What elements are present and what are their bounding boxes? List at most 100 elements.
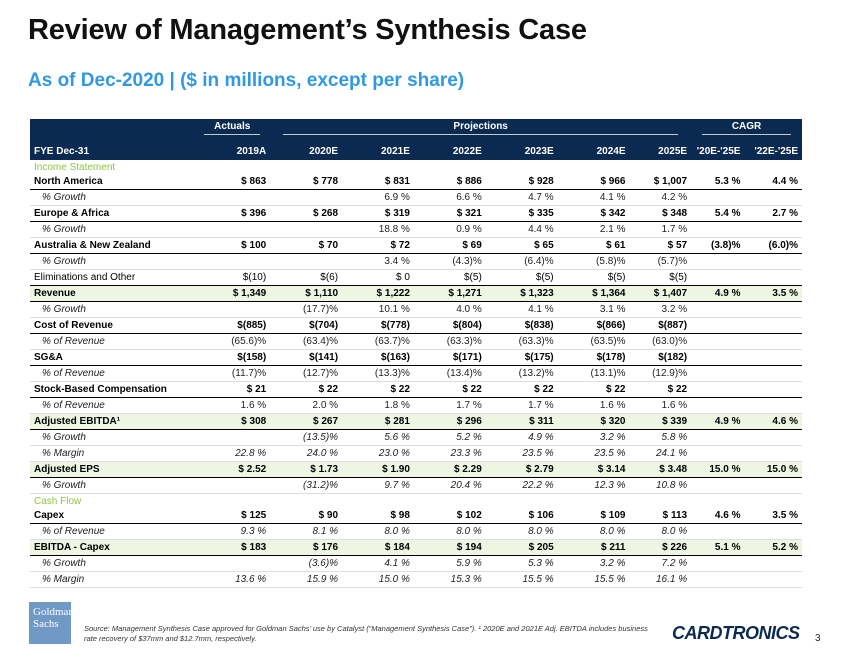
row-label: % of Revenue: [30, 397, 195, 414]
cell-value: 6.9 %: [342, 189, 414, 206]
cell-value: [691, 555, 745, 572]
table-row: Revenue $ 1,349 $ 1,110 $ 1,222 $ 1,271 $ 1,3…: [30, 285, 802, 302]
cell-value: $(885): [194, 317, 271, 334]
cell-value: 3.2 %: [557, 555, 630, 572]
cell-value: 15.3 %: [413, 571, 486, 588]
cell-value: [744, 523, 802, 540]
cell-value: 4.6 %: [744, 413, 802, 430]
cell-value: 4.1 %: [557, 189, 630, 206]
cell-value: [691, 221, 745, 238]
cell-value: 5.2 %: [744, 539, 802, 556]
cell-value: $ 2.79: [485, 461, 558, 478]
row-label: Revenue: [30, 285, 195, 302]
table-row: % Growth 3.4 % (4.3)% (6.4)% (5.8)% (5.7)%: [30, 253, 802, 270]
table-row: % Growth 6.9 % 6.6 % 4.7 % 4.1 % 4.2 %: [30, 189, 802, 206]
cell-value: [744, 477, 802, 494]
cell-value: $ 90: [270, 508, 343, 524]
cell-value: (6.0)%: [744, 237, 802, 254]
cell-value: [744, 381, 802, 398]
cell-value: $ 863: [194, 174, 271, 190]
group-actuals: Actuals: [204, 120, 261, 135]
cell-value: 7.2 %: [629, 555, 692, 572]
cell-value: [691, 301, 745, 318]
column-header-row: FYE Dec-31 2019A 2020E 2021E 2022E 2023E 2024E…: [30, 135, 802, 160]
cell-value: $ 778: [270, 174, 343, 190]
row-label: Stock-Based Compensation: [30, 381, 195, 398]
cell-value: 15.0 %: [691, 461, 745, 478]
table-row: North America $ 863 $ 778 $ 831 $ 886 $ 928 $ …: [30, 174, 802, 190]
row-label: % Growth: [30, 253, 195, 270]
cell-value: [691, 365, 745, 382]
cell-value: $(5): [463, 272, 482, 283]
cell-value: $ 966: [557, 174, 630, 190]
cell-value: [744, 189, 802, 206]
cell-value: $ 100: [194, 237, 271, 254]
cell-value: $ 22: [413, 381, 486, 398]
row-label: % Growth: [30, 301, 195, 318]
cell-value: $ 296: [413, 413, 486, 430]
header-col: 2019A: [194, 135, 271, 160]
cell-value: $ 321: [413, 205, 486, 222]
cell-value: $ 268: [270, 205, 343, 222]
cell-value: (63.7)%: [342, 333, 414, 350]
cell-value: [194, 189, 271, 206]
cell-value: $ 22: [270, 381, 343, 398]
cell-value: 4.6 %: [691, 508, 745, 524]
cell-value: $ 57: [629, 237, 692, 254]
header-col: 2024E: [557, 135, 630, 160]
cell-value: $(6): [320, 272, 339, 283]
cell-value: (63.4)%: [270, 333, 343, 350]
cell-value: (13.2)%: [485, 365, 558, 382]
cell-value: 4.9 %: [691, 285, 745, 302]
section-label: Cash Flow: [34, 495, 82, 507]
cell-value: (3.8)%: [691, 237, 745, 254]
cell-value: $ 339: [629, 413, 692, 430]
row-label: % Growth: [30, 221, 195, 238]
cell-value: $ 311: [485, 413, 558, 430]
cell-value: 8.0 %: [629, 523, 692, 540]
cell-value: 0.9 %: [413, 221, 486, 238]
table-row: % Growth (3.6)% 4.1 % 5.9 % 5.3 % 3.2 % 7.2 %: [30, 555, 802, 572]
cell-value: 15.5 %: [557, 571, 630, 588]
row-label: Adjusted EPS: [30, 461, 195, 478]
cell-value: [744, 365, 802, 382]
cell-value: 1.6 %: [629, 397, 692, 414]
cell-value: [194, 429, 271, 446]
table-row: EBITDA - Capex $ 183 $ 176 $ 184 $ 194 $ 205 $…: [30, 539, 802, 556]
cell-value: 3.4 %: [342, 253, 414, 270]
table-row: % Growth (17.7)% 10.1 % 4.0 % 4.1 % 3.1 % 3.2 …: [30, 301, 802, 318]
cell-value: 4.1 %: [342, 555, 414, 572]
row-label: SG&A: [30, 349, 195, 366]
cell-value: 1.7 %: [485, 397, 558, 414]
cell-value: 4.0 %: [413, 301, 486, 318]
cell-value: $ 98: [342, 508, 414, 524]
cell-value: $ 342: [557, 205, 630, 222]
cell-value: $ 183: [194, 539, 271, 556]
section-label: Income Statement: [34, 161, 116, 173]
header-col: 2025E: [629, 135, 692, 160]
table-row: Eliminations and Other $(10) $(6) $ 0 $(5) $(…: [30, 270, 802, 286]
table-row: % Growth 18.8 % 0.9 % 4.4 % 2.1 % 1.7 %: [30, 221, 802, 238]
cell-value: [744, 571, 802, 588]
cell-value: 2.1 %: [557, 221, 630, 238]
cell-value: $ 72: [342, 237, 414, 254]
cell-value: 23.0 %: [342, 445, 414, 462]
cell-value: (63.3)%: [485, 333, 558, 350]
cell-value: [194, 477, 271, 494]
cell-value: (63.3)%: [413, 333, 486, 350]
row-label: % Growth: [30, 189, 195, 206]
cell-value: $(158): [194, 349, 271, 366]
cell-value: [744, 429, 802, 446]
cell-value: $ 348: [629, 205, 692, 222]
cell-value: $(182): [629, 349, 692, 366]
row-label: % Growth: [30, 555, 195, 572]
table-body: Income Statement North America $ 863 $ 778 $…: [30, 160, 802, 588]
cell-value: 1.8 %: [342, 397, 414, 414]
table-row: % Growth (31.2)% 9.7 % 20.4 % 22.2 % 12.3 % 10…: [30, 477, 802, 494]
cell-value: $ 184: [342, 539, 414, 556]
cell-value: (5.7)%: [629, 253, 692, 270]
header-col: 2020E: [270, 135, 343, 160]
table-row: Europe & Africa $ 396 $ 268 $ 319 $ 321 $ 335…: [30, 205, 802, 222]
table-row: Stock-Based Compensation $ 21 $ 22 $ 22 $ 22…: [30, 381, 802, 398]
cell-value: 1.6 %: [194, 397, 271, 414]
